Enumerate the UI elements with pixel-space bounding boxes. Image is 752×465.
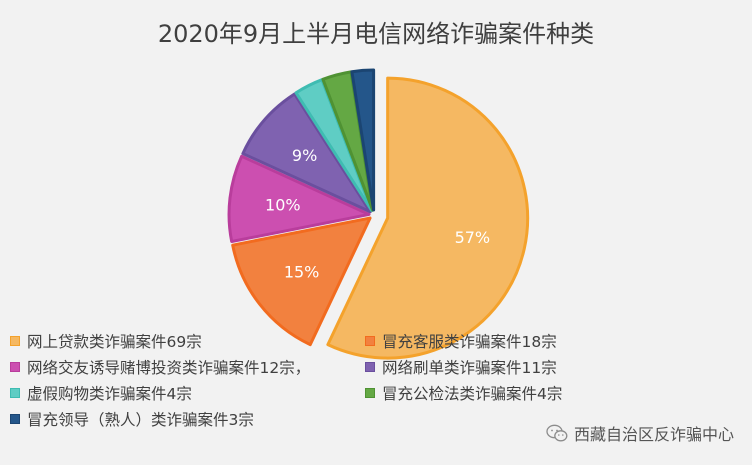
pie-slice <box>227 154 371 244</box>
legend-swatch <box>365 336 375 346</box>
watermark: 西藏自治区反诈骗中心 <box>546 421 734 445</box>
legend-item-online-loan: 网上贷款类诈骗案件69宗 <box>10 330 365 352</box>
legend-swatch <box>365 362 375 372</box>
legend-item-fake-customer-service: 冒充客服类诈骗案件18宗 <box>365 330 630 352</box>
chart-title: 2020年9月上半月电信网络诈骗案件种类 <box>157 20 595 48</box>
slice-data-label: 57% <box>455 228 491 247</box>
legend-label: 冒充领导（熟人）类诈骗案件3宗 <box>27 411 254 429</box>
legend-swatch <box>10 336 20 346</box>
slice-data-label: 10% <box>265 195 301 214</box>
legend-item-fake-leader: 冒充领导（熟人）类诈骗案件3宗 <box>10 408 365 430</box>
chart-legend: 网上贷款类诈骗案件69宗 冒充客服类诈骗案件18宗 网络交友诱导赌博投资类诈骗案… <box>10 330 630 430</box>
legend-item-dating-gambling: 网络交友诱导赌博投资类诈骗案件12宗， <box>10 356 365 378</box>
legend-swatch <box>365 388 375 398</box>
legend-label: 网上贷款类诈骗案件69宗 <box>27 333 202 351</box>
legend-swatch <box>10 362 20 372</box>
watermark-text: 西藏自治区反诈骗中心 <box>573 425 734 444</box>
legend-label: 网络交友诱导赌博投资类诈骗案件12宗， <box>27 359 311 377</box>
pie-slice <box>241 92 372 214</box>
legend-label: 网络刷单类诈骗案件11宗 <box>382 359 557 377</box>
pie-slice <box>231 216 372 347</box>
pie-slice <box>350 68 376 212</box>
legend-swatch <box>10 414 20 424</box>
wechat-icon <box>546 424 568 442</box>
slice-data-label: 9% <box>292 146 317 165</box>
legend-item-fake-police: 冒充公检法类诈骗案件4宗 <box>365 382 630 404</box>
legend-swatch <box>10 388 20 398</box>
legend-item-order-brushing: 网络刷单类诈骗案件11宗 <box>365 356 630 378</box>
legend-label: 冒充客服类诈骗案件18宗 <box>382 333 557 351</box>
legend-item-fake-shopping: 虚假购物类诈骗案件4宗 <box>10 382 365 404</box>
slice-data-label: 15% <box>284 262 320 281</box>
legend-label: 虚假购物类诈骗案件4宗 <box>27 385 192 403</box>
pie-slice <box>326 76 530 360</box>
legend-label: 冒充公检法类诈骗案件4宗 <box>382 385 563 403</box>
